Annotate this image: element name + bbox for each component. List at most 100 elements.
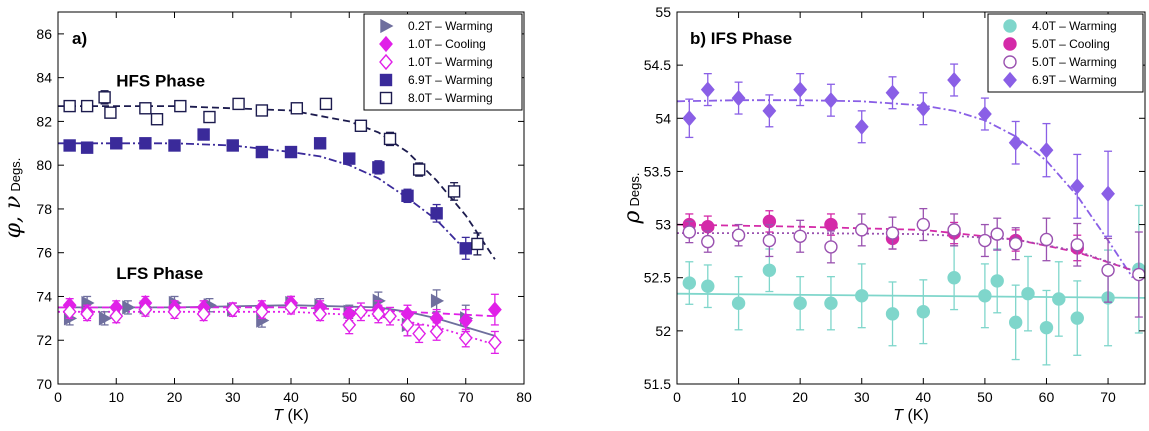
- panel-a-data-point: [284, 299, 298, 316]
- panel-b-x-axis-unit: (K): [903, 407, 929, 424]
- panel-b-legend-entry-3: 6.9T – Warming: [1032, 73, 1117, 87]
- panel-a-data-point: [225, 301, 240, 318]
- panel-a-data-point: [401, 189, 414, 203]
- panel-b-data-point: [762, 233, 777, 248]
- panel-b-series-2: [682, 207, 1145, 318]
- panel-a-data-point: [319, 97, 333, 111]
- panel-a-data-point: [203, 110, 216, 124]
- panel-b-axes-frame: [676, 11, 1146, 385]
- panel-a-x-tick-label: 60: [400, 389, 416, 405]
- panel-b-data-point: [1070, 311, 1084, 325]
- panel-b-plot-content: [677, 63, 1145, 366]
- panel-b-y-tick-label: 54: [655, 110, 671, 126]
- panel-a-data-point: [98, 311, 113, 326]
- panel-b-data-point: [1132, 267, 1145, 282]
- panel-b-data-point: [916, 217, 931, 232]
- panel-a-plot-content: [58, 90, 502, 355]
- panel-b-legend: 4.0T – Warming 5.0T – Cooling 5.0T – Warmi…: [987, 13, 1144, 93]
- panel-b-data-point: [682, 110, 697, 127]
- panel-a-data-point: [255, 145, 269, 159]
- panel-a-ticks: 0 10 20 30 40 50 60 70 80 70 72 74 76 78 80 82 84 86: [36, 12, 532, 405]
- panel-b-data-point: [947, 71, 962, 89]
- panel-a-legend-entry-0: 0.2T – Warming: [408, 19, 493, 33]
- panel-a-fit-line-4: [58, 310, 496, 346]
- panel-a-data-point: [197, 128, 210, 141]
- panel-b-data-point: [885, 307, 900, 321]
- panel-a-data-point: [430, 293, 445, 309]
- panel-a-annotation-1: LFS Phase: [116, 264, 203, 283]
- panel-a-data-point: [62, 303, 77, 320]
- panel-a-data-point: [109, 308, 124, 325]
- panel-a-y-axis-symbols: φ, ν: [1, 196, 26, 239]
- panel-a-x-axis-var: T: [273, 407, 284, 424]
- panel-b-data-point: [793, 229, 807, 243]
- panel-a-legend-marker: [379, 35, 393, 53]
- panel-b-legend-entry-1: 5.0T – Cooling: [1032, 37, 1110, 51]
- panel-b-rho-chart: 0 10 20 30 40 50 60 7051.55252.55353.55454.555 …: [620, 4, 1146, 424]
- panel-b-x-tick-label: 40: [916, 389, 932, 405]
- panel-a-y-tick-label: 70: [36, 376, 52, 392]
- panel-a-phi-nu-chart: 0 10 20 30 40 50 60 70 80 70 72 74 76 78 80 82 84 86 a) H…: [1, 11, 532, 424]
- panel-a-annotation-0: HFS Phase: [116, 71, 205, 90]
- panel-a-data-point: [412, 163, 426, 176]
- panel-b-legend-marker: [1003, 71, 1017, 89]
- panel-a-data-point: [353, 303, 368, 320]
- panel-a-data-point: [80, 141, 94, 154]
- panel-a-data-point: [98, 91, 111, 104]
- panel-a-data-point: [342, 316, 357, 333]
- panel-a-y-axis-unit: Degs.: [8, 158, 23, 192]
- panel-a-x-tick-label: 50: [341, 389, 357, 405]
- panel-b-x-tick-label: 50: [977, 389, 993, 405]
- panel-a-data-point: [284, 145, 298, 159]
- panel-b-x-tick-label: 60: [1039, 389, 1055, 405]
- panel-a-label: a): [72, 29, 87, 48]
- panel-a-data-point: [429, 323, 444, 340]
- panel-b-data-point: [885, 226, 900, 240]
- panel-a-legend-marker: [379, 73, 393, 87]
- panel-a-y-tick-label: 84: [36, 70, 52, 86]
- panel-a-x-tick-label: 70: [458, 389, 474, 405]
- panel-a-data-point: [139, 137, 152, 150]
- panel-b-fit-line-1: [677, 223, 1140, 274]
- panel-a-data-point: [167, 303, 182, 320]
- panel-a-legend-marker: [380, 18, 394, 34]
- panel-a-data-point: [226, 139, 239, 152]
- panel-b-x-tick-label: 70: [1100, 389, 1116, 405]
- panel-b-y-tick-label: 53: [655, 217, 671, 233]
- panel-a-series-4: [63, 90, 484, 256]
- panel-b-data-point: [1070, 178, 1085, 195]
- panel-a-series-3: [63, 128, 472, 260]
- panel-a-data-point: [232, 97, 245, 111]
- panel-b-y-axis-label: ρ Degs.: [620, 173, 645, 225]
- panel-a-data-point: [255, 104, 269, 117]
- panel-b-data-point: [701, 234, 715, 249]
- panel-b-data-point: [990, 274, 1004, 288]
- panel-a-data-point: [459, 242, 472, 255]
- panel-a-y-tick-label: 82: [36, 113, 52, 129]
- panel-a-annotations: HFS Phase LFS Phase: [116, 71, 205, 283]
- panel-b-x-tick-label: 30: [854, 389, 870, 405]
- panel-a-data-point: [430, 207, 443, 220]
- panel-b-legend-marker: [1003, 37, 1017, 51]
- panel-b-data-point: [1021, 286, 1035, 301]
- panel-a-data-point: [254, 303, 269, 320]
- panel-a-data-point: [487, 334, 502, 351]
- panel-b-data-point: [855, 223, 869, 237]
- panel-b-legend-entry-0: 4.0T – Warming: [1032, 19, 1117, 33]
- panel-b-label: b) IFS Phase: [690, 29, 792, 48]
- panel-a-y-axis-label: φ, ν Degs.: [1, 158, 26, 239]
- panel-a-y-tick-label: 80: [36, 157, 52, 173]
- panel-b-series-0: [682, 204, 1145, 366]
- panel-a-x-tick-label: 10: [108, 389, 124, 405]
- panel-b-data-point: [824, 217, 838, 232]
- panel-a-data-point: [458, 312, 473, 329]
- panel-a-fit-line-1: [58, 142, 467, 252]
- panel-b-x-axis-var: T: [893, 407, 904, 424]
- panel-b-y-tick-label: 52.5: [644, 270, 671, 286]
- panel-a-data-point: [110, 137, 123, 150]
- panel-a-legend-entry-3: 6.9T – Warming: [408, 73, 493, 87]
- panel-a-legend-marker: [379, 91, 393, 105]
- panel-b-data-point: [947, 271, 961, 285]
- panel-b-data-point: [885, 84, 900, 101]
- panel-b-data-point: [854, 118, 869, 135]
